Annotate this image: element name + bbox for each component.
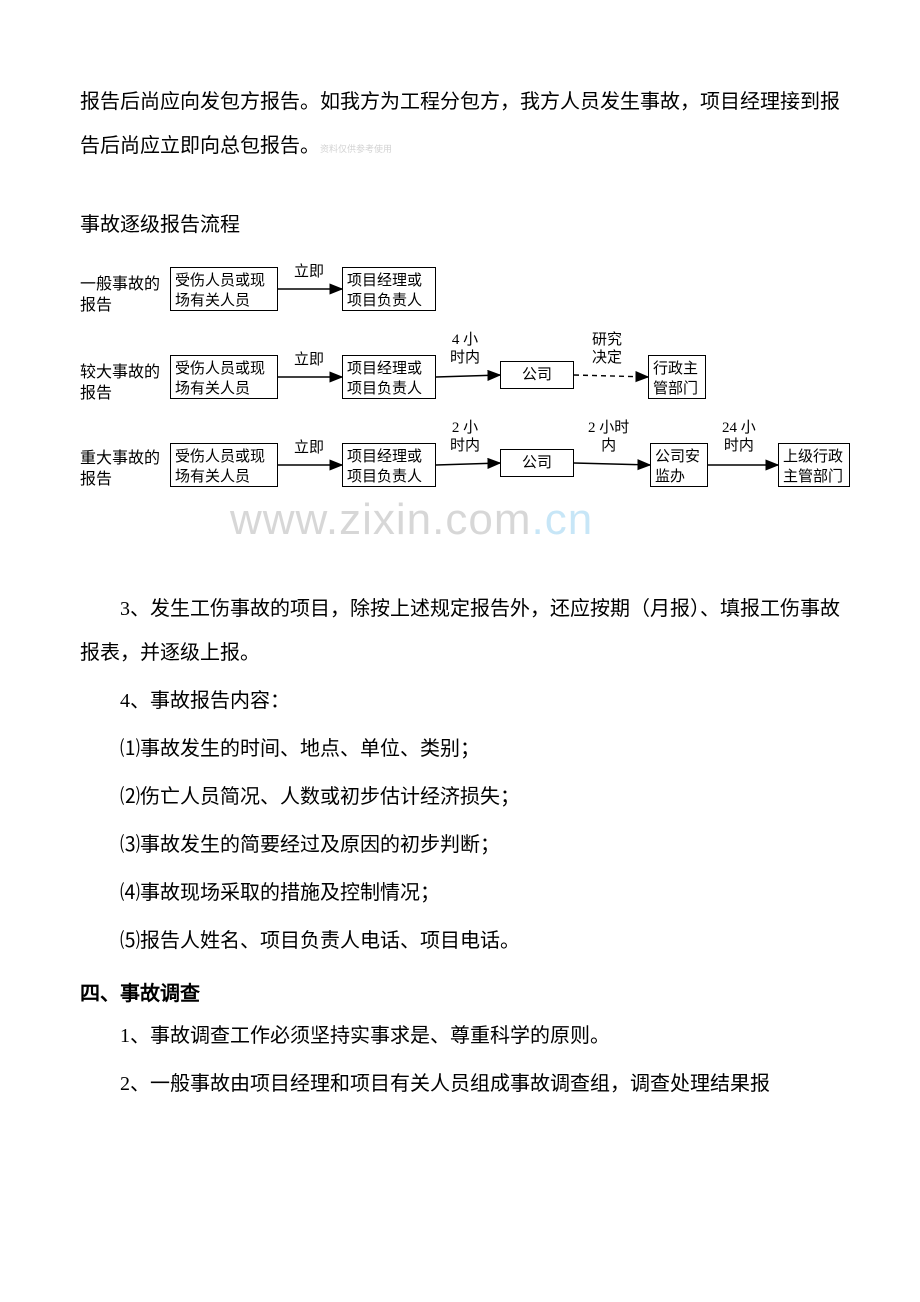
flow-edge-label: 24 小时内 xyxy=(722,419,756,455)
paragraph-3: 3、发生工伤事故的项目，除按上述规定报告外，还应按期（月报）、填报工伤事故报表，… xyxy=(80,587,840,675)
flow-edge-label: 2 小时内 xyxy=(450,419,480,455)
flow-node: 受伤人员或现场有关人员 xyxy=(170,443,278,487)
flow-node: 行政主管部门 xyxy=(648,355,706,399)
list-item: ⑶事故发生的简要经过及原因的初步判断； xyxy=(80,823,840,867)
flow-row-label: 重大事故的报告 xyxy=(80,449,160,491)
investigation-p1: 1、事故调查工作必须坚持实事求是、尊重科学的原则。 xyxy=(80,1014,840,1058)
flow-node: 公司安监办 xyxy=(650,443,708,487)
list-item: ⑸报告人姓名、项目负责人电话、项目电话。 xyxy=(80,919,840,963)
list-item: ⑵伤亡人员简况、人数或初步估计经济损失； xyxy=(80,775,840,819)
section-heading-4: 四、事故调查 xyxy=(80,977,840,1006)
flow-edge-label: 2 小时内 xyxy=(588,419,629,455)
flow-node: 公司 xyxy=(500,361,574,389)
flow-node: 项目经理或项目负责人 xyxy=(342,443,436,487)
list-item: ⑴事故发生的时间、地点、单位、类别； xyxy=(80,727,840,771)
flow-node: 受伤人员或现场有关人员 xyxy=(170,267,278,311)
small-note: 资料仅供参考使用 xyxy=(320,144,392,154)
flowchart-diagram: www.zixin.com.cn 一般事故的报告受伤人员或现场有关人员项目经理或… xyxy=(80,257,880,527)
flow-row-label: 较大事故的报告 xyxy=(80,363,160,405)
flow-edge-label: 立即 xyxy=(294,439,324,457)
investigation-p2: 2、一般事故由项目经理和项目有关人员组成事故调查组，调查处理结果报 xyxy=(80,1062,840,1106)
flow-title: 事故逐级报告流程 xyxy=(80,208,840,237)
flow-node: 受伤人员或现场有关人员 xyxy=(170,355,278,399)
flow-row-label: 一般事故的报告 xyxy=(80,275,160,317)
list-item: ⑷事故现场采取的措施及控制情况； xyxy=(80,871,840,915)
flow-edge-label: 研究决定 xyxy=(592,331,622,367)
flow-node: 公司 xyxy=(500,449,574,477)
intro-paragraph: 报告后尚应向发包方报告。如我方为工程分包方，我方人员发生事故，项目经理接到报告后… xyxy=(80,80,840,168)
flow-edge-label: 立即 xyxy=(294,351,324,369)
paragraph-4: 4、事故报告内容： xyxy=(80,679,840,723)
flow-node: 项目经理或项目负责人 xyxy=(342,355,436,399)
flow-edge-label: 立即 xyxy=(294,263,324,281)
flow-edge-label: 4 小时内 xyxy=(450,331,480,367)
flow-node: 项目经理或项目负责人 xyxy=(342,267,436,311)
flow-node: 上级行政主管部门 xyxy=(778,443,850,487)
